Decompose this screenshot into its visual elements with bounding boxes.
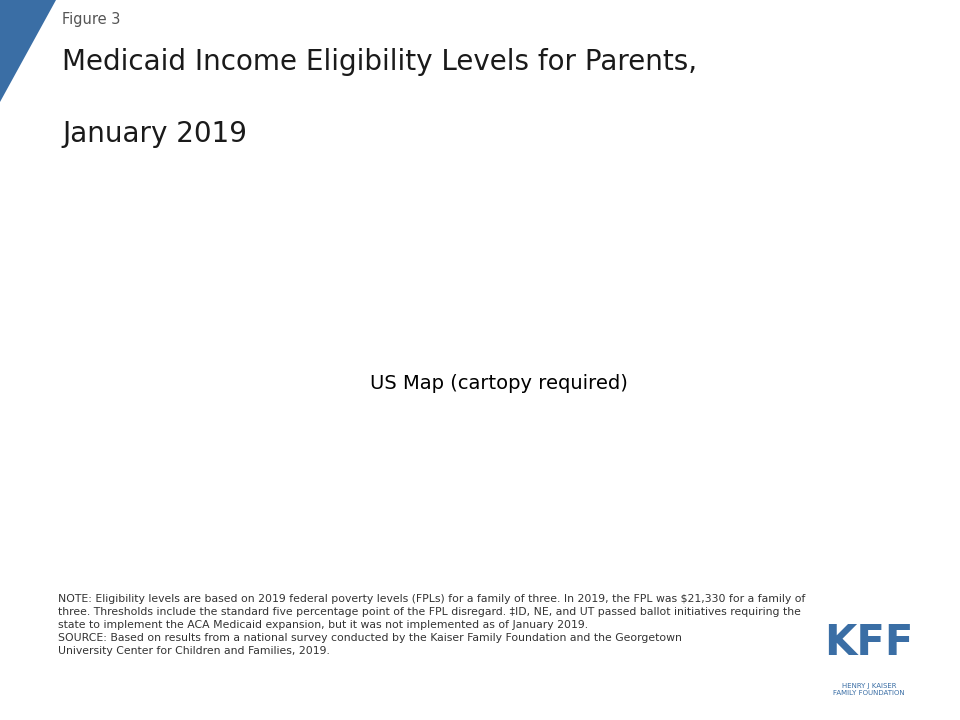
Text: HENRY J KAISER
FAMILY FOUNDATION: HENRY J KAISER FAMILY FOUNDATION [833,683,904,696]
Text: Medicaid Income Eligibility Levels for Parents,: Medicaid Income Eligibility Levels for P… [62,48,698,76]
Text: US Map (cartopy required): US Map (cartopy required) [371,374,628,393]
Text: January 2019: January 2019 [62,120,248,148]
Polygon shape [0,0,56,102]
Text: KFF: KFF [825,622,914,664]
Text: Figure 3: Figure 3 [62,12,121,27]
Text: NOTE: Eligibility levels are based on 2019 federal poverty levels (FPLs) for a f: NOTE: Eligibility levels are based on 20… [58,594,805,657]
